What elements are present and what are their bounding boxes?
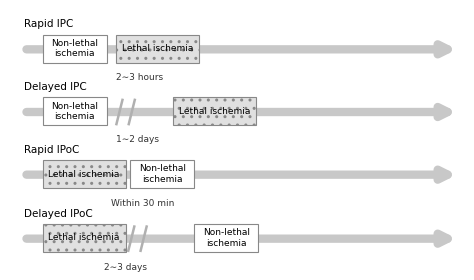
Bar xyxy=(43,224,126,252)
Text: Lethal ischemia: Lethal ischemia xyxy=(48,234,120,242)
Bar xyxy=(116,35,199,63)
Text: Non-lethal
ischemia: Non-lethal ischemia xyxy=(51,102,98,121)
Bar xyxy=(43,160,126,188)
Bar xyxy=(194,224,258,252)
Bar xyxy=(130,160,194,188)
Text: Non-lethal
ischemia: Non-lethal ischemia xyxy=(139,164,186,184)
Text: Lethal ischemia: Lethal ischemia xyxy=(179,107,250,116)
Text: Within 30 min: Within 30 min xyxy=(111,199,175,208)
Text: Non-lethal
ischemia: Non-lethal ischemia xyxy=(51,39,98,58)
Text: Rapid IPoC: Rapid IPoC xyxy=(24,145,79,155)
Text: Non-lethal
ischemia: Non-lethal ischemia xyxy=(203,228,250,248)
Text: Rapid IPC: Rapid IPC xyxy=(24,19,73,29)
Text: Delayed IPC: Delayed IPC xyxy=(24,82,86,92)
Bar xyxy=(43,97,107,125)
Text: 2∼3 days: 2∼3 days xyxy=(104,263,147,272)
Text: Delayed IPoC: Delayed IPoC xyxy=(24,209,92,219)
Bar xyxy=(173,97,256,125)
Text: Lethal ischemia: Lethal ischemia xyxy=(122,44,193,53)
Text: 2∼3 hours: 2∼3 hours xyxy=(116,73,163,82)
Bar xyxy=(43,35,107,63)
Text: Lethal ischemia: Lethal ischemia xyxy=(48,169,120,179)
Text: 1∼2 days: 1∼2 days xyxy=(116,135,159,144)
